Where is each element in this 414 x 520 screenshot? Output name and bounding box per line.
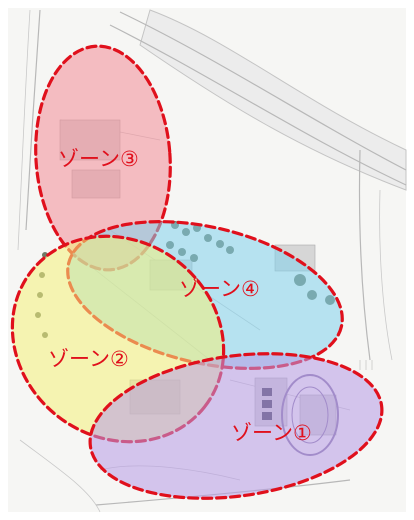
zone-1-area[interactable] [81,336,392,516]
zone-labels: ゾーン③ ゾーン④ ゾーン② ゾーン① [48,147,312,445]
zone-3-label: ゾーン③ [58,147,139,171]
zone-4-label: ゾーン④ [179,277,260,301]
zone-2-label: ゾーン② [48,347,129,371]
river-band [139,9,407,191]
zone-areas [10,44,392,516]
zone-1-label: ゾーン① [231,421,312,445]
